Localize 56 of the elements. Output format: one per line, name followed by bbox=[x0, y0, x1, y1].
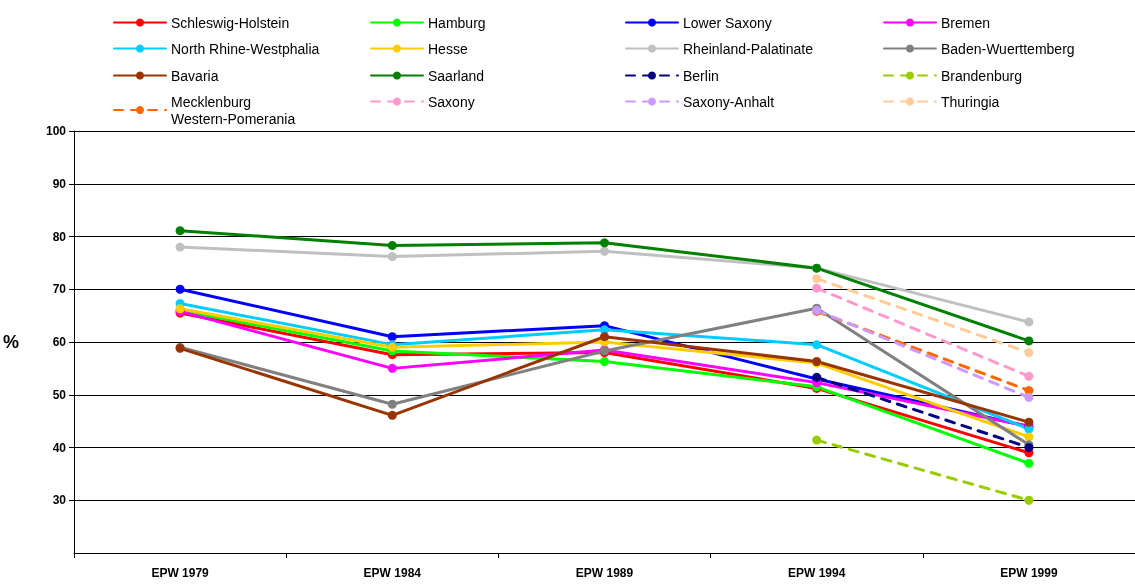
legend-label: Mecklenburg Western-Pomerania bbox=[171, 93, 296, 127]
point bbox=[1024, 417, 1034, 427]
legend-label: Brandenburg bbox=[941, 67, 1022, 84]
point bbox=[812, 435, 822, 445]
point bbox=[387, 363, 397, 373]
point bbox=[812, 283, 822, 293]
x-tick-label: EPW 1989 bbox=[575, 566, 634, 580]
legend-label: Saarland bbox=[428, 67, 485, 84]
point bbox=[600, 238, 609, 248]
y-tick-label: 80 bbox=[52, 229, 67, 244]
point bbox=[175, 284, 185, 294]
point bbox=[1024, 348, 1034, 358]
point bbox=[387, 332, 397, 342]
point bbox=[175, 226, 185, 236]
legend-label: Bavaria bbox=[171, 67, 219, 84]
x-tick-label: EPW 1979 bbox=[151, 566, 210, 580]
point bbox=[1024, 371, 1034, 381]
point bbox=[600, 357, 609, 367]
legend-label: Hesse bbox=[428, 40, 468, 57]
legend-label: Schleswig-Holstein bbox=[171, 14, 290, 31]
legend-label: Bremen bbox=[941, 14, 991, 31]
point bbox=[600, 332, 609, 342]
point bbox=[600, 246, 609, 256]
legend-label: Baden-Wuerttemberg bbox=[941, 40, 1075, 57]
point bbox=[1024, 336, 1034, 346]
legend-label: Lower Saxony bbox=[683, 14, 772, 31]
point bbox=[1024, 392, 1034, 402]
point bbox=[175, 242, 185, 252]
y-tick-label: 90 bbox=[52, 176, 67, 191]
point bbox=[387, 240, 397, 250]
legend-label: North Rhine-Westphalia bbox=[171, 40, 320, 57]
legend-label: Saxony-Anhalt bbox=[683, 93, 775, 110]
point bbox=[387, 399, 397, 409]
y-tick-label: 70 bbox=[52, 282, 67, 297]
x-tick-label: EPW 1994 bbox=[788, 566, 846, 580]
point bbox=[812, 340, 822, 350]
legend-label: Thuringia bbox=[941, 93, 1000, 110]
point bbox=[1024, 317, 1034, 327]
point bbox=[387, 252, 397, 262]
legend-label: Hamburg bbox=[428, 14, 486, 31]
point bbox=[1024, 458, 1034, 468]
legend-label: Berlin bbox=[683, 67, 719, 84]
point bbox=[1024, 495, 1034, 505]
x-tick-label: EPW 1984 bbox=[363, 566, 422, 580]
y-tick-label: 30 bbox=[52, 493, 67, 508]
legend-label: Saxony bbox=[428, 93, 475, 110]
y-tick-label: 40 bbox=[52, 440, 67, 455]
y-tick-label: 50 bbox=[52, 387, 67, 402]
x-tick-label: EPW 1999 bbox=[1000, 566, 1058, 580]
legend-label: Rheinland-Palatinate bbox=[683, 40, 814, 57]
y-axis-title: % bbox=[2, 332, 19, 352]
y-tick-label: 100 bbox=[45, 124, 67, 138]
point bbox=[1024, 432, 1034, 442]
y-tick-label: 60 bbox=[52, 335, 67, 349]
point bbox=[812, 274, 822, 284]
point bbox=[387, 410, 397, 420]
